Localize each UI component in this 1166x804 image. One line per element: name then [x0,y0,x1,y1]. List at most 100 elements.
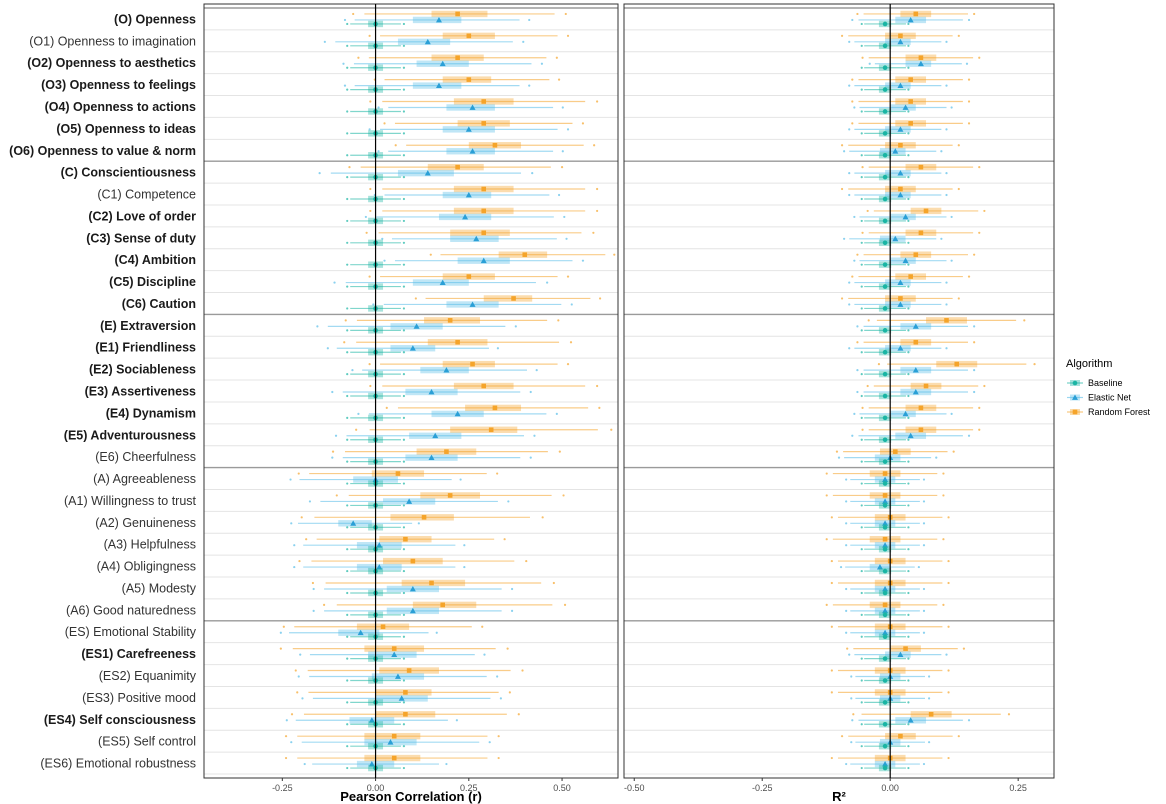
outlier-point [285,719,288,722]
mean-marker-elastic-net [882,520,889,526]
mean-marker-random-forest [380,624,386,630]
category-label: (O3) Openness to feelings [41,78,196,92]
outlier-point [962,647,966,650]
outlier-point [503,538,506,541]
outlier-point [978,428,981,431]
outlier-point [346,132,349,135]
category-label: (O1) Openness to imagination [29,34,196,48]
outlier-point [845,587,848,591]
outlier-point [566,128,570,131]
outlier-point [290,713,294,716]
outlier-point [860,416,863,419]
outlier-point [346,504,349,507]
outlier-point [596,384,599,388]
outlier-point [927,697,931,700]
outlier-point [297,472,300,475]
category-label: (A6) Good naturedness [66,603,196,617]
outlier-point [557,319,560,322]
mean-marker-random-forest [882,493,888,498]
mean-marker-random-forest [954,361,960,367]
outlier-point [346,66,349,69]
mean-marker-random-forest [481,383,487,389]
legend-marker [1072,394,1078,400]
outlier-point [848,653,851,656]
outlier-point [907,745,910,748]
mean-marker-random-forest [908,99,913,104]
outlier-point [945,303,948,306]
mean-marker-elastic-net [897,345,904,351]
mean-marker-elastic-net [912,323,919,329]
outlier-point [830,559,833,563]
outlier-point [596,209,599,213]
mean-marker-random-forest [403,690,408,695]
mean-marker-random-forest [908,121,913,126]
outlier-point [850,675,853,678]
outlier-point [552,581,555,585]
outlier-point [942,603,945,606]
outlier-point [856,341,859,344]
mean-marker-elastic-net [897,301,904,307]
outlier-point [860,701,863,704]
panel-pearson: -0.25 0.00 0.25 0.50 Pearson Correlation (r) [203,3,619,804]
outlier-point [343,84,347,87]
outlier-point [922,609,926,612]
mean-marker-random-forest [898,33,903,39]
outlier-point [950,259,953,262]
box-elastic-net [885,279,911,286]
mean-marker-random-forest [908,77,913,82]
outlier-point [860,613,863,616]
mean-marker-random-forest [944,318,949,323]
mean-marker-elastic-net [902,213,909,220]
outlier-point [860,373,863,376]
outlier-point [860,657,863,660]
outlier-point [531,172,534,175]
mean-marker-random-forest [898,142,903,148]
outlier-point [562,494,565,497]
outlier-point [429,253,432,256]
box-elastic-net [450,235,499,242]
category-label: (E2) Sociableness [89,363,196,377]
outlier-point [860,66,863,69]
outlier-point [967,275,971,278]
outlier-point [877,363,881,366]
mean-marker-baseline [882,218,888,224]
category-label: (A2) Genuineness [95,516,196,530]
outlier-point [346,154,349,157]
outlier-point [840,34,844,37]
outlier-point [598,297,602,300]
box-elastic-net [446,104,495,111]
outlier-point [830,691,833,694]
outlier-point [351,369,354,372]
mean-marker-random-forest [488,427,494,433]
outlier-point [907,66,910,69]
outlier-point [402,591,406,595]
mean-marker-elastic-net [409,585,416,592]
outlier-point [957,34,960,37]
mean-marker-baseline [882,87,888,92]
mean-marker-random-forest [492,405,498,411]
outlier-point [402,526,406,529]
mean-marker-random-forest [455,339,460,345]
outlier-point [927,675,931,678]
mean-marker-random-forest [481,230,487,236]
category-label: (ES6) Emotional robustness [40,757,196,771]
box-elastic-net [879,148,906,155]
mean-marker-elastic-net [428,389,435,395]
outlier-point [965,62,969,65]
outlier-point [402,329,406,332]
outlier-point [308,500,312,503]
outlier-point [978,231,981,234]
outlier-point [907,197,910,201]
outlier-point [282,625,285,628]
mean-marker-baseline [882,459,888,464]
outlier-point [525,559,528,563]
outlier-point [940,150,943,153]
mean-marker-random-forest [466,77,472,82]
outlier-point [867,319,870,322]
box-elastic-net [885,82,911,89]
outlier-point [368,34,371,37]
outlier-point [546,281,549,284]
x-tick-label: -0.50 [624,783,645,793]
outlier-point [483,653,486,656]
